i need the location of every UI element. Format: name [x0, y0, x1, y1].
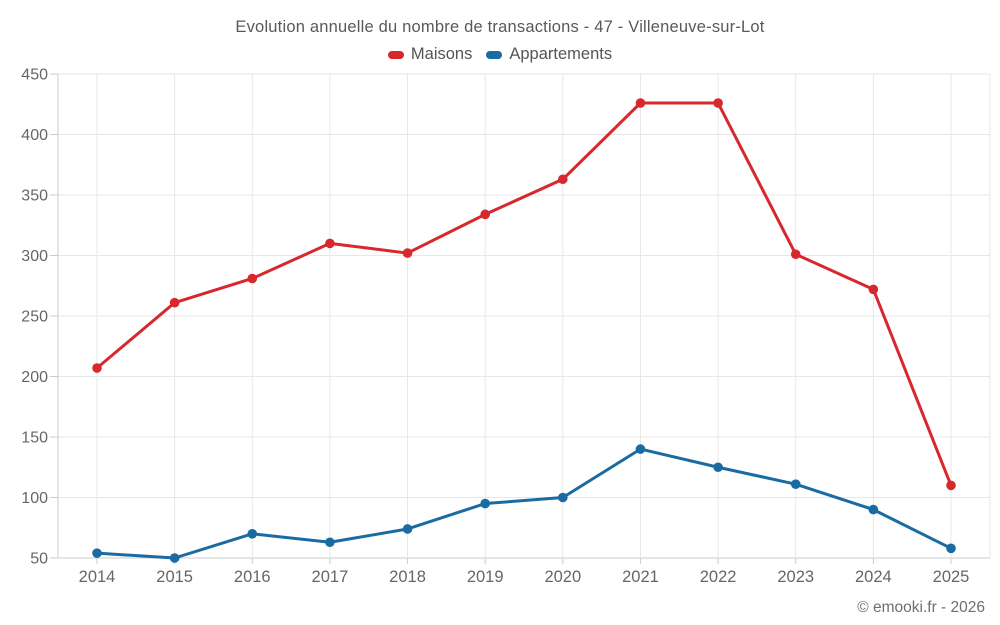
series-line-maisons [95, 101, 953, 487]
y-tick-label: 250 [21, 309, 48, 326]
x-tick-label: 2019 [467, 568, 504, 586]
y-tick-label: 50 [30, 551, 48, 568]
data-point-appartements-2024[interactable] [868, 504, 879, 515]
data-point-maisons-2020[interactable] [558, 174, 568, 185]
x-tick-label: 2020 [544, 568, 581, 586]
data-point-appartements-2021[interactable] [635, 444, 646, 454]
data-point-maisons-2017[interactable] [325, 238, 335, 249]
data-point-maisons-2022[interactable] [713, 98, 723, 108]
data-point-appartements-2025[interactable] [946, 543, 956, 554]
maisons-series-swatch [387, 50, 404, 59]
data-point-appartements-2023[interactable] [790, 479, 801, 489]
legend-item-maisons[interactable]: Maisons [387, 45, 473, 64]
data-point-appartements-2017[interactable] [325, 537, 335, 548]
x-tick-label: 2024 [855, 568, 892, 586]
chart-footer: © emooki.fr - 2026 [857, 599, 985, 616]
y-tick-label: 150 [21, 430, 48, 447]
y-tick-label: 400 [21, 127, 48, 144]
series-line-appartements [95, 447, 953, 560]
data-point-maisons-2021[interactable] [635, 98, 646, 108]
data-point-maisons-2014[interactable] [92, 363, 102, 373]
data-point-appartements-2022[interactable] [713, 462, 723, 473]
data-point-maisons-2019[interactable] [480, 209, 490, 220]
legend-item-appartements[interactable]: Appartements [486, 45, 612, 64]
data-point-appartements-2016[interactable] [247, 529, 258, 539]
data-point-maisons-2025[interactable] [946, 480, 956, 491]
y-tick-label: 350 [21, 188, 48, 205]
x-tick-label: 2021 [622, 568, 659, 586]
y-tick-label: 100 [21, 490, 48, 507]
x-tick-label: 2014 [79, 568, 116, 586]
x-tick-label: 2016 [234, 568, 271, 586]
data-point-appartements-2014[interactable] [92, 548, 102, 558]
data-point-appartements-2015[interactable] [169, 553, 180, 563]
x-tick-label: 2025 [933, 568, 970, 586]
x-tick-label: 2018 [389, 568, 426, 586]
chart-title: Evolution annuelle du nombre de transact… [235, 18, 765, 36]
y-tick-label: 300 [21, 248, 48, 265]
legend-label-maisons: Maisons [410, 45, 473, 63]
legend: Maisons Appartements [0, 45, 1000, 64]
data-point-maisons-2024[interactable] [868, 284, 879, 295]
data-point-appartements-2020[interactable] [558, 492, 568, 503]
x-tick-label: 2022 [700, 568, 737, 586]
data-point-appartements-2019[interactable] [480, 498, 490, 509]
legend-label-appartements: Appartements [509, 45, 613, 63]
data-point-appartements-2018[interactable] [402, 524, 413, 534]
x-tick-label: 2017 [312, 568, 349, 586]
data-point-maisons-2016[interactable] [247, 273, 258, 284]
y-tick-label: 450 [21, 67, 48, 84]
x-tick-label: 2015 [156, 568, 193, 586]
y-tick-label: 200 [21, 369, 48, 386]
data-point-maisons-2023[interactable] [790, 249, 801, 260]
appartements-series-swatch [486, 50, 503, 59]
data-point-maisons-2018[interactable] [402, 248, 413, 258]
data-point-maisons-2015[interactable] [169, 297, 180, 308]
x-tick-label: 2023 [777, 568, 814, 586]
